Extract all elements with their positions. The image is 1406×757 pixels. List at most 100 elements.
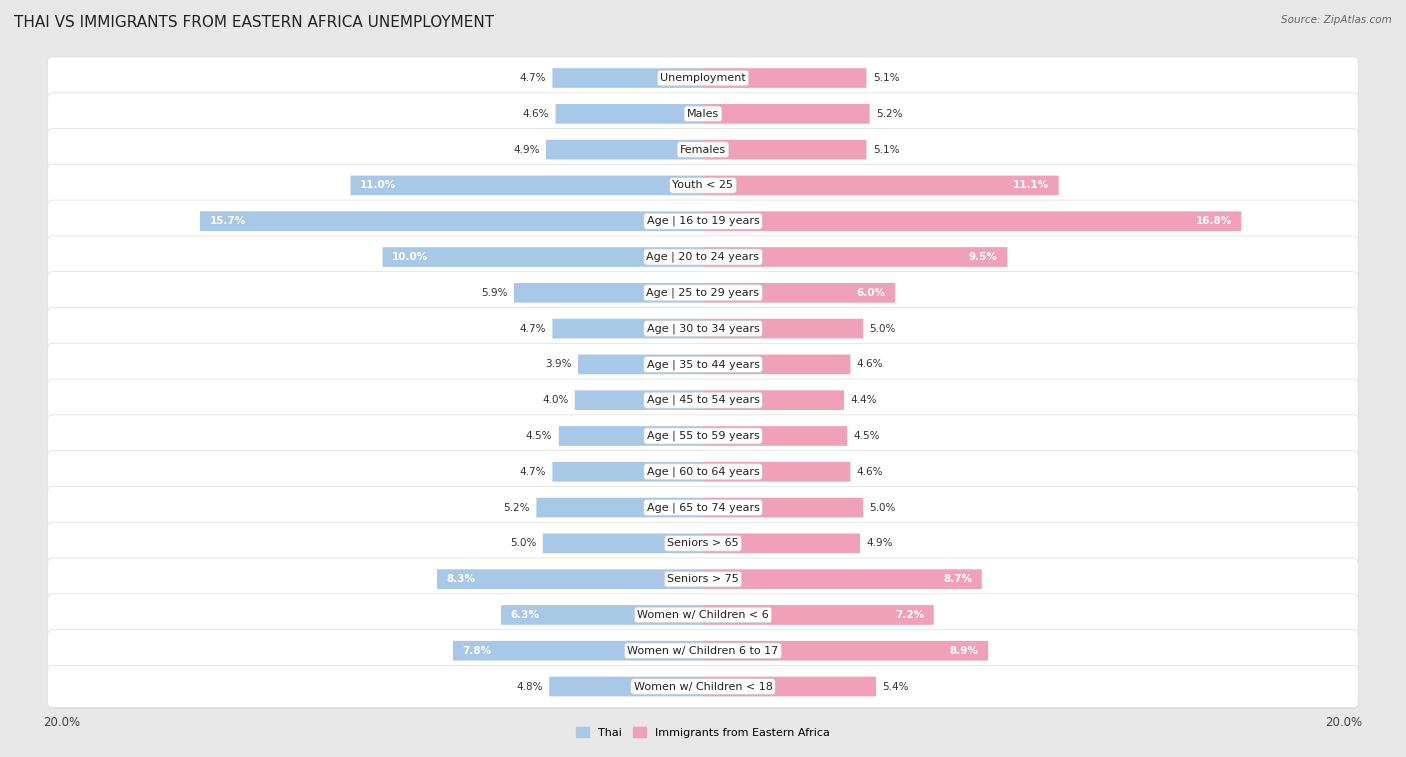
FancyBboxPatch shape <box>48 307 1358 350</box>
FancyBboxPatch shape <box>51 380 1358 422</box>
Text: 4.5%: 4.5% <box>853 431 880 441</box>
FancyBboxPatch shape <box>578 354 703 374</box>
FancyBboxPatch shape <box>48 558 1358 600</box>
FancyBboxPatch shape <box>453 641 703 661</box>
FancyBboxPatch shape <box>51 631 1358 673</box>
FancyBboxPatch shape <box>48 450 1358 493</box>
FancyBboxPatch shape <box>703 283 896 303</box>
Text: 7.8%: 7.8% <box>463 646 492 656</box>
Text: 6.0%: 6.0% <box>856 288 886 298</box>
Text: 4.9%: 4.9% <box>866 538 893 548</box>
Text: 8.9%: 8.9% <box>949 646 979 656</box>
Text: 5.4%: 5.4% <box>883 681 908 692</box>
Text: 6.3%: 6.3% <box>510 610 540 620</box>
Text: 4.7%: 4.7% <box>519 323 546 334</box>
FancyBboxPatch shape <box>703 462 851 481</box>
Text: 8.3%: 8.3% <box>447 574 475 584</box>
Text: 5.0%: 5.0% <box>870 503 896 512</box>
Text: Age | 30 to 34 years: Age | 30 to 34 years <box>647 323 759 334</box>
FancyBboxPatch shape <box>51 273 1358 315</box>
Text: 5.1%: 5.1% <box>873 145 900 154</box>
FancyBboxPatch shape <box>703 497 863 517</box>
FancyBboxPatch shape <box>51 559 1358 601</box>
Text: 4.4%: 4.4% <box>851 395 877 405</box>
FancyBboxPatch shape <box>51 416 1358 458</box>
FancyBboxPatch shape <box>48 343 1358 385</box>
FancyBboxPatch shape <box>501 605 703 625</box>
FancyBboxPatch shape <box>703 319 863 338</box>
FancyBboxPatch shape <box>703 569 981 589</box>
FancyBboxPatch shape <box>48 57 1358 99</box>
Text: Unemployment: Unemployment <box>661 73 745 83</box>
FancyBboxPatch shape <box>48 236 1358 278</box>
Text: 3.9%: 3.9% <box>546 360 572 369</box>
FancyBboxPatch shape <box>703 68 866 88</box>
FancyBboxPatch shape <box>543 534 703 553</box>
Text: Age | 20 to 24 years: Age | 20 to 24 years <box>647 252 759 262</box>
FancyBboxPatch shape <box>703 677 876 696</box>
FancyBboxPatch shape <box>515 283 703 303</box>
FancyBboxPatch shape <box>558 426 703 446</box>
FancyBboxPatch shape <box>703 641 988 661</box>
FancyBboxPatch shape <box>51 58 1358 100</box>
Text: 11.1%: 11.1% <box>1012 180 1049 191</box>
FancyBboxPatch shape <box>703 140 866 160</box>
Text: Source: ZipAtlas.com: Source: ZipAtlas.com <box>1281 15 1392 25</box>
FancyBboxPatch shape <box>553 319 703 338</box>
Text: Age | 25 to 29 years: Age | 25 to 29 years <box>647 288 759 298</box>
FancyBboxPatch shape <box>555 104 703 123</box>
Text: 5.2%: 5.2% <box>876 109 903 119</box>
FancyBboxPatch shape <box>437 569 703 589</box>
FancyBboxPatch shape <box>51 237 1358 279</box>
FancyBboxPatch shape <box>51 165 1358 207</box>
FancyBboxPatch shape <box>703 248 1008 267</box>
FancyBboxPatch shape <box>546 140 703 160</box>
Text: 10.0%: 10.0% <box>392 252 429 262</box>
FancyBboxPatch shape <box>536 497 703 517</box>
FancyBboxPatch shape <box>703 426 848 446</box>
Text: Age | 16 to 19 years: Age | 16 to 19 years <box>647 216 759 226</box>
Text: 11.0%: 11.0% <box>360 180 396 191</box>
FancyBboxPatch shape <box>48 272 1358 314</box>
FancyBboxPatch shape <box>51 201 1358 244</box>
Text: 4.5%: 4.5% <box>526 431 553 441</box>
FancyBboxPatch shape <box>48 200 1358 242</box>
Text: 5.9%: 5.9% <box>481 288 508 298</box>
FancyBboxPatch shape <box>553 68 703 88</box>
FancyBboxPatch shape <box>48 522 1358 565</box>
FancyBboxPatch shape <box>350 176 703 195</box>
FancyBboxPatch shape <box>703 176 1059 195</box>
FancyBboxPatch shape <box>51 523 1358 565</box>
Text: Age | 65 to 74 years: Age | 65 to 74 years <box>647 503 759 512</box>
Text: Youth < 25: Youth < 25 <box>672 180 734 191</box>
FancyBboxPatch shape <box>51 344 1358 387</box>
FancyBboxPatch shape <box>48 129 1358 171</box>
FancyBboxPatch shape <box>553 462 703 481</box>
Text: 4.6%: 4.6% <box>523 109 550 119</box>
Text: Age | 55 to 59 years: Age | 55 to 59 years <box>647 431 759 441</box>
FancyBboxPatch shape <box>48 487 1358 528</box>
FancyBboxPatch shape <box>48 164 1358 207</box>
Text: 4.7%: 4.7% <box>519 73 546 83</box>
Text: 5.1%: 5.1% <box>873 73 900 83</box>
Text: 4.6%: 4.6% <box>856 360 883 369</box>
FancyBboxPatch shape <box>703 605 934 625</box>
Text: 4.7%: 4.7% <box>519 467 546 477</box>
Text: 15.7%: 15.7% <box>209 217 246 226</box>
Text: Females: Females <box>681 145 725 154</box>
FancyBboxPatch shape <box>703 104 870 123</box>
Text: Seniors > 75: Seniors > 75 <box>666 574 740 584</box>
FancyBboxPatch shape <box>200 211 703 231</box>
Text: 5.0%: 5.0% <box>510 538 536 548</box>
Text: 9.5%: 9.5% <box>969 252 998 262</box>
Text: 5.2%: 5.2% <box>503 503 530 512</box>
Text: 7.2%: 7.2% <box>896 610 924 620</box>
FancyBboxPatch shape <box>703 391 844 410</box>
FancyBboxPatch shape <box>51 452 1358 494</box>
FancyBboxPatch shape <box>48 92 1358 135</box>
Legend: Thai, Immigrants from Eastern Africa: Thai, Immigrants from Eastern Africa <box>571 723 835 743</box>
Text: Males: Males <box>688 109 718 119</box>
Text: THAI VS IMMIGRANTS FROM EASTERN AFRICA UNEMPLOYMENT: THAI VS IMMIGRANTS FROM EASTERN AFRICA U… <box>14 15 494 30</box>
Text: Age | 45 to 54 years: Age | 45 to 54 years <box>647 395 759 406</box>
Text: Women w/ Children < 18: Women w/ Children < 18 <box>634 681 772 692</box>
